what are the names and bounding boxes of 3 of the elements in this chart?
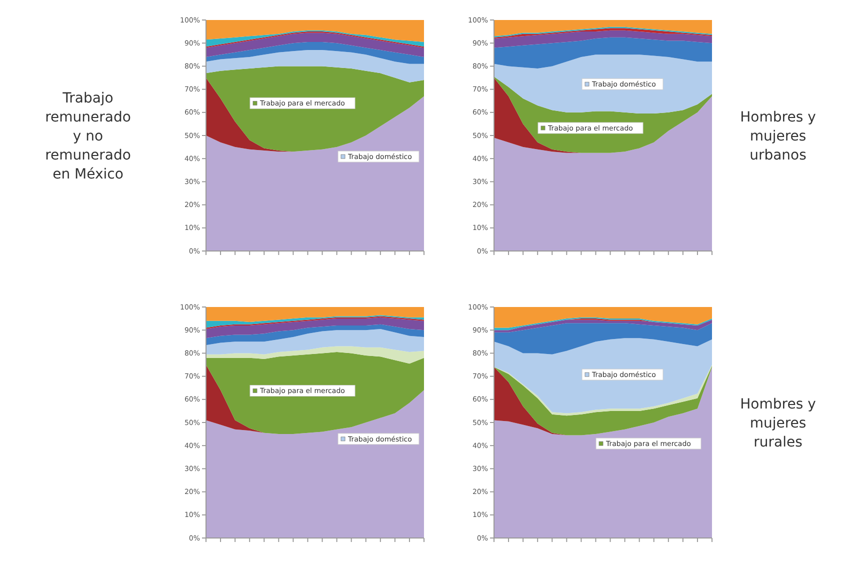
text: Trabajo remunerado y no remunerado en México (45, 90, 131, 182)
text: Hombres y mujeres urbanos (740, 109, 816, 164)
text: Hombres y mujeres rurales (740, 396, 816, 450)
